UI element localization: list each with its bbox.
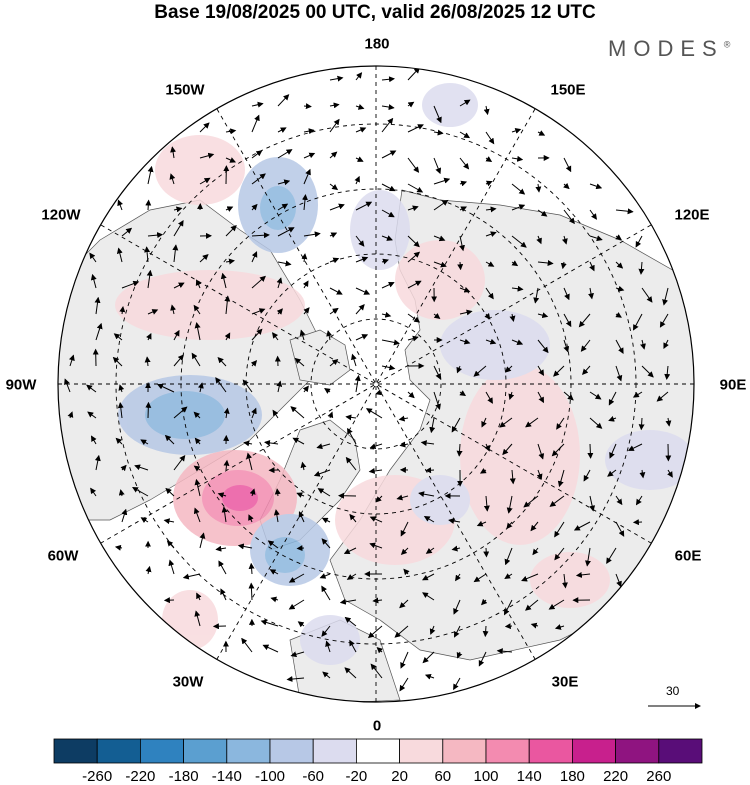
colorbar-tick-label: 60 xyxy=(434,768,451,785)
colorbar-tick-label: 260 xyxy=(646,768,671,785)
positive-anomaly xyxy=(395,240,485,320)
colorbar-swatch xyxy=(400,739,443,763)
lon-label-90w: 90W xyxy=(6,377,37,394)
wind-arrow xyxy=(485,626,486,636)
wind-arrow xyxy=(426,470,434,471)
colorbar-swatch xyxy=(356,739,399,763)
wind-arrow xyxy=(298,548,305,549)
lon-label-180: 180 xyxy=(364,36,389,53)
negative-anomaly xyxy=(440,310,550,380)
positive-anomaly xyxy=(460,365,580,545)
wind-arrow xyxy=(506,626,512,627)
wind-arrow xyxy=(486,548,487,557)
vector-scale-label: 30 xyxy=(666,684,679,698)
colorbar-swatch xyxy=(313,739,356,763)
positive-anomaly xyxy=(115,270,305,340)
lon-label-120w: 120W xyxy=(41,207,80,224)
negative-anomaly xyxy=(422,83,478,127)
positive-anomaly xyxy=(155,135,245,205)
lon-label-0: 0 xyxy=(373,718,381,735)
positive-anomaly xyxy=(222,485,258,511)
colorbar-swatch xyxy=(529,739,572,763)
lon-label-30e: 30E xyxy=(552,674,579,691)
positive-anomaly xyxy=(162,590,218,650)
colorbar-swatch xyxy=(270,739,313,763)
colorbar-tick-label: -60 xyxy=(302,768,324,785)
lon-label-120e: 120E xyxy=(674,207,709,224)
colorbar-tick-label: -220 xyxy=(125,768,155,785)
lon-label-150w: 150W xyxy=(165,82,204,99)
lon-label-90e: 90E xyxy=(720,377,747,394)
colorbar-tick-label: 140 xyxy=(517,768,542,785)
positive-anomaly xyxy=(530,552,610,608)
colorbar-tick-label: -140 xyxy=(212,768,242,785)
wind-arrow xyxy=(148,201,149,211)
wind-arrow xyxy=(304,106,311,107)
wind-arrow xyxy=(641,418,642,429)
wind-arrow xyxy=(148,403,149,418)
colorbar-tick-label: 220 xyxy=(603,768,628,785)
lon-label-60e: 60E xyxy=(675,548,702,565)
negative-anomaly xyxy=(350,190,410,270)
colorbar-swatch xyxy=(227,739,270,763)
colorbar-swatch xyxy=(616,739,659,763)
colorbar xyxy=(54,739,702,763)
colorbar-tick-label: -180 xyxy=(169,768,199,785)
colorbar-tick-label: 100 xyxy=(473,768,498,785)
lon-label-30w: 30W xyxy=(173,674,204,691)
colorbar-swatch xyxy=(140,739,183,763)
colorbar-swatch xyxy=(486,739,529,763)
colorbar-tick-label: -100 xyxy=(255,768,285,785)
wind-arrow xyxy=(460,262,461,269)
colorbar-swatch xyxy=(443,739,486,763)
wind-arrow xyxy=(590,444,591,458)
lon-label-150e: 150E xyxy=(550,82,585,99)
colorbar-tick-label: 180 xyxy=(560,768,585,785)
negative-anomaly xyxy=(410,475,470,525)
negative-anomaly xyxy=(605,430,695,490)
negative-anomaly xyxy=(145,391,225,439)
lon-label-60w: 60W xyxy=(48,548,79,565)
colorbar-swatch xyxy=(54,739,97,763)
colorbar-swatch xyxy=(572,739,615,763)
colorbar-tick-label: -20 xyxy=(346,768,368,785)
colorbar-tick-label: 20 xyxy=(391,768,408,785)
colorbar-swatch xyxy=(97,739,140,763)
colorbar-swatch xyxy=(184,739,227,763)
colorbar-swatch xyxy=(659,739,702,763)
colorbar-tick-label: -260 xyxy=(82,768,112,785)
